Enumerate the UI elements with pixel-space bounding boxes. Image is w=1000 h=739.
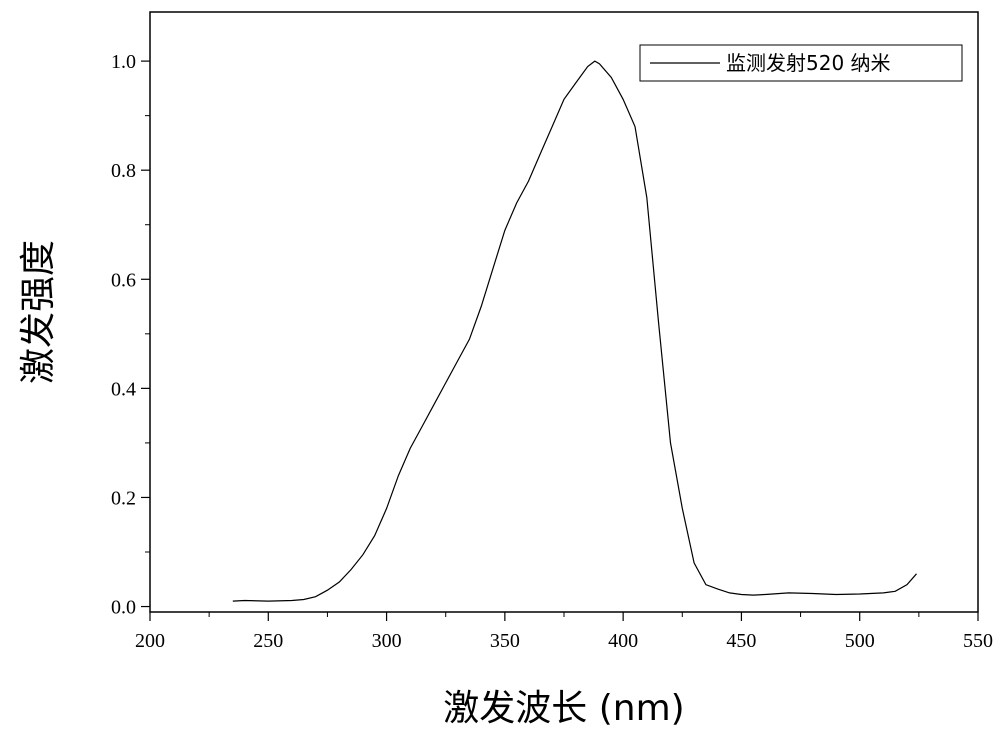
x-tick-label: 500 [845,630,875,652]
x-axis-title: 激发波长 (nm) [443,688,684,729]
x-tick-label: 200 [135,630,165,652]
plot-frame [149,11,979,613]
x-axis: 200 250 300 350 400 450 500 550 [135,612,993,652]
legend: 监测发射520 纳米 [639,44,963,82]
x-tick-label: 550 [963,630,993,652]
y-axis: 0.0 0.2 0.4 0.6 0.8 1.0 [111,51,150,619]
x-tick-label: 400 [608,630,638,652]
x-tick-label: 450 [726,630,756,652]
legend-label: 监测发射520 纳米 [726,51,891,75]
x-tick-label: 300 [372,630,402,652]
y-tick-label: 0.2 [111,487,136,509]
y-axis-title: 激发强度 [18,240,59,384]
y-tick-label: 0.6 [111,269,136,291]
y-tick-label: 0.0 [111,597,136,619]
y-tick-label: 0.4 [111,378,136,400]
y-tick-label: 1.0 [111,51,136,73]
y-tick-label: 0.8 [111,160,136,182]
x-tick-label: 350 [490,630,520,652]
x-tick-label: 250 [253,630,283,652]
series-line [232,60,917,602]
